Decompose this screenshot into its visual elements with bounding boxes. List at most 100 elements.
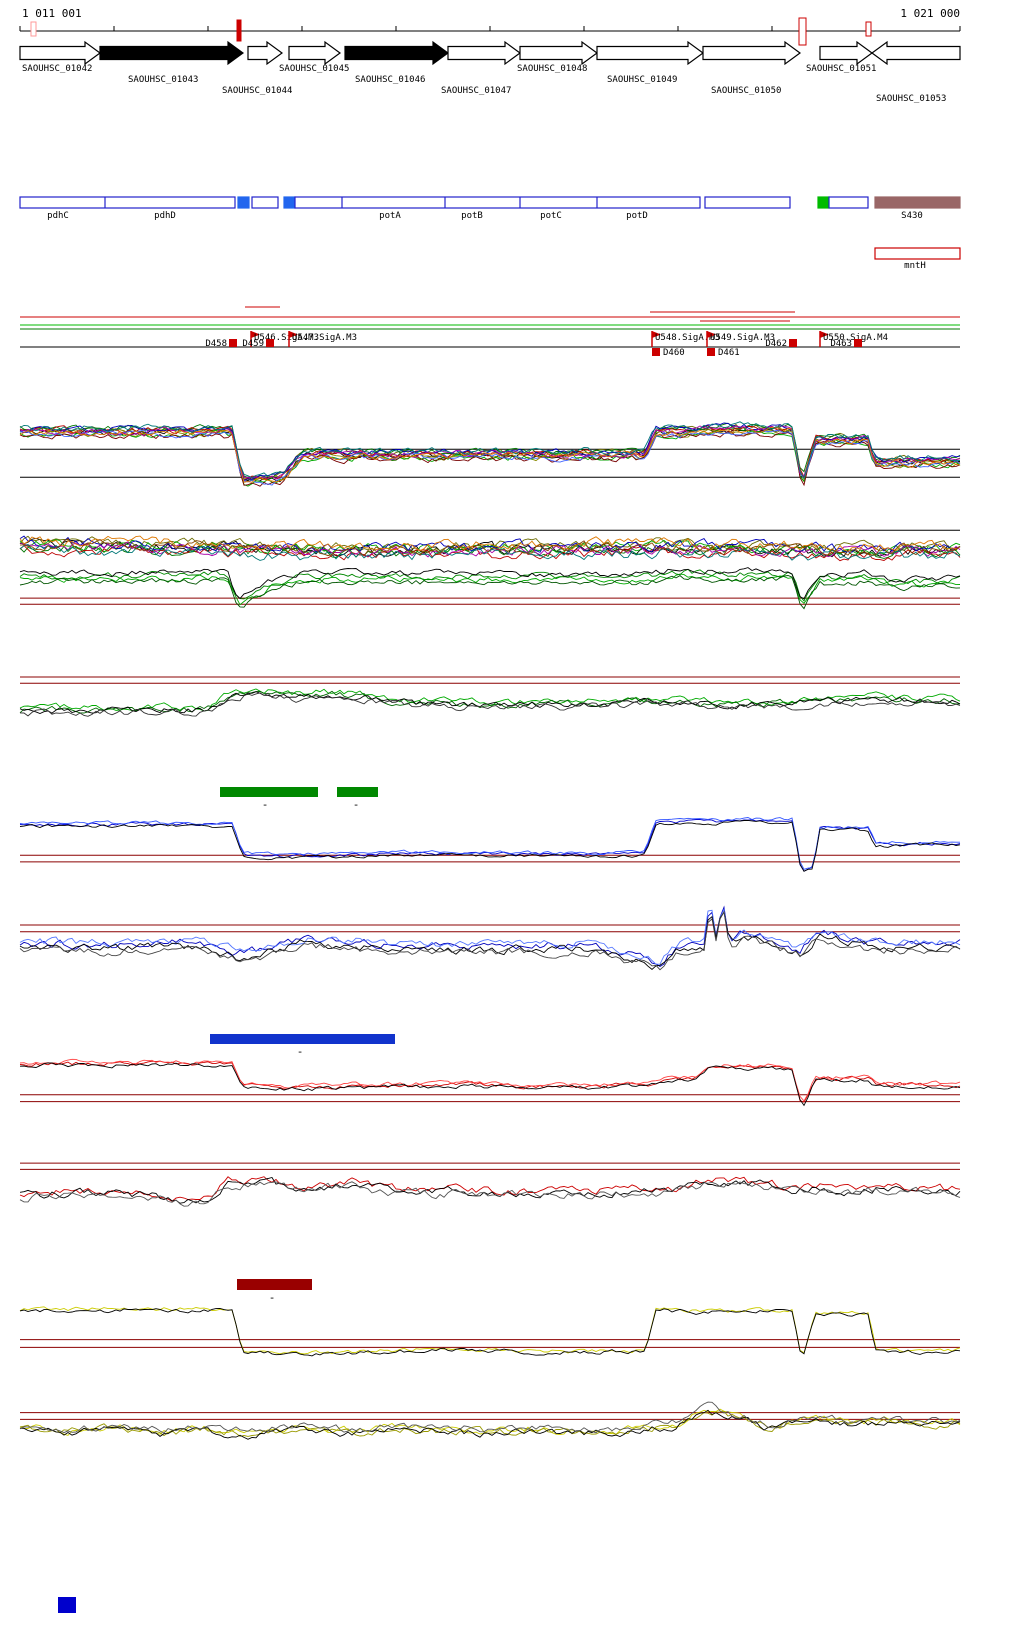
expression-trace — [20, 1409, 961, 1440]
expression-trace — [19, 535, 961, 554]
gene-arrow-SAOUHSC_01046[interactable] — [344, 40, 450, 66]
expression-track-blue-condition-2 — [19, 905, 961, 971]
promoter-flag-icon[interactable] — [251, 331, 260, 338]
promoter-flag-icon[interactable] — [707, 331, 716, 338]
terminator-marker[interactable] — [266, 339, 274, 347]
segment-bar[interactable] — [237, 1279, 312, 1290]
ruler-marker[interactable] — [798, 17, 807, 46]
promoter-label: U549.SigA.M3 — [710, 333, 775, 343]
terminator-marker[interactable] — [854, 339, 862, 347]
segment-box[interactable] — [283, 196, 296, 209]
expression-trace — [19, 690, 961, 714]
expression-trace — [19, 1401, 961, 1434]
gene-arrow-SAOUHSC_01042[interactable] — [19, 40, 102, 66]
segment-label: potB — [461, 211, 483, 221]
terminator-marker[interactable] — [652, 348, 660, 356]
gene-label: SAOUHSC_01046 — [355, 75, 425, 85]
segment-bar[interactable] — [220, 787, 318, 797]
bottom-blue-square[interactable] — [58, 1597, 76, 1613]
gene-arrow-SAOUHSC_01044[interactable] — [247, 40, 284, 66]
gene-arrow-SAOUHSC_01053[interactable] — [870, 40, 961, 66]
terminator-marker[interactable] — [707, 348, 715, 356]
segment-box[interactable] — [817, 196, 830, 209]
expression-track-blue-condition-1 — [19, 817, 961, 872]
promoter-label: U546.SigA.M3 — [254, 333, 319, 343]
gene-label: SAOUHSC_01049 — [607, 75, 677, 85]
expression-trace — [19, 573, 961, 606]
strand-label: - — [353, 798, 360, 811]
segment-bar[interactable] — [210, 1034, 395, 1044]
terminator-label: D463 — [830, 339, 852, 349]
expression-trace — [19, 1307, 961, 1357]
expression-trace — [19, 567, 961, 600]
expression-trace — [19, 424, 961, 481]
promoter-flag-icon[interactable] — [820, 331, 829, 338]
ruler-marker[interactable] — [30, 21, 37, 37]
expression-track-green-condition — [19, 676, 961, 717]
mntH-box[interactable] — [874, 247, 961, 260]
segment-box[interactable] — [294, 196, 701, 209]
ruler-marker[interactable] — [865, 21, 872, 37]
segment-box[interactable] — [19, 196, 236, 209]
expression-track-red-condition-2 — [19, 1162, 961, 1207]
expression-trace — [19, 1176, 961, 1202]
expression-trace — [19, 819, 961, 872]
expression-trace — [19, 692, 961, 717]
segment-label: potC — [540, 211, 562, 221]
promoter-label: U547.SigA.M3 — [292, 333, 357, 343]
expression-trace — [19, 421, 961, 480]
segment-box[interactable] — [828, 196, 869, 209]
gene-arrow-SAOUHSC_01050[interactable] — [702, 40, 802, 66]
segment-label: potA — [379, 211, 401, 221]
expression-trace — [19, 430, 961, 487]
promoter-label: U548.SigA.M3 — [655, 333, 720, 343]
gene-arrow-SAOUHSC_01043[interactable] — [99, 40, 245, 66]
ruler-marker[interactable] — [236, 19, 242, 42]
strand-label: - — [262, 798, 269, 811]
expression-trace — [19, 910, 961, 971]
ruler-end-label: 1 021 000 — [900, 7, 960, 20]
expression-trace — [19, 1060, 961, 1103]
terminator-marker[interactable] — [229, 339, 237, 347]
segment-label: potD — [626, 211, 648, 221]
expression-trace — [19, 1410, 961, 1437]
segment-bar[interactable] — [337, 787, 378, 797]
gene-label: SAOUHSC_01053 — [876, 94, 946, 104]
gene-label: SAOUHSC_01050 — [711, 86, 781, 96]
segment-box[interactable] — [874, 196, 961, 209]
gene-arrow-SAOUHSC_01048[interactable] — [519, 40, 599, 66]
gene-label: SAOUHSC_01048 — [517, 64, 587, 74]
segment-box[interactable] — [704, 196, 791, 209]
segment-box[interactable] — [237, 196, 250, 209]
expression-trace — [19, 568, 961, 602]
expression-trace — [19, 907, 961, 965]
expression-trace — [19, 691, 961, 714]
segment-label: S430 — [901, 211, 923, 221]
ruler-start-label: 1 011 001 — [22, 7, 82, 20]
gene-label: SAOUHSC_01045 — [279, 64, 349, 74]
segment-box[interactable] — [251, 196, 279, 209]
gene-arrow-SAOUHSC_01045[interactable] — [288, 40, 342, 66]
gene-label: SAOUHSC_01047 — [441, 86, 511, 96]
terminator-label: D461 — [718, 348, 740, 358]
expression-trace — [19, 543, 961, 561]
gene-label: SAOUHSC_01042 — [22, 64, 92, 74]
promoter-flag-icon[interactable] — [652, 331, 661, 338]
expression-trace — [19, 1058, 961, 1102]
gene-arrow-SAOUHSC_01047[interactable] — [447, 40, 522, 66]
promoter-flag-icon[interactable] — [289, 331, 298, 338]
gene-label: SAOUHSC_01044 — [222, 86, 292, 96]
mntH-label: mntH — [904, 261, 926, 271]
terminator-label: D462 — [765, 339, 787, 349]
promoter-label: U550.SigA.M4 — [823, 333, 888, 343]
terminator-label: D459 — [242, 339, 264, 349]
gene-arrow-SAOUHSC_01049[interactable] — [596, 40, 705, 66]
gene-arrow-SAOUHSC_01051[interactable] — [819, 40, 874, 66]
terminator-label: D458 — [205, 339, 227, 349]
gene-label: SAOUHSC_01051 — [806, 64, 876, 74]
expression-trace — [19, 905, 961, 968]
terminator-marker[interactable] — [789, 339, 797, 347]
expression-track-overlay-2-green — [19, 567, 961, 610]
